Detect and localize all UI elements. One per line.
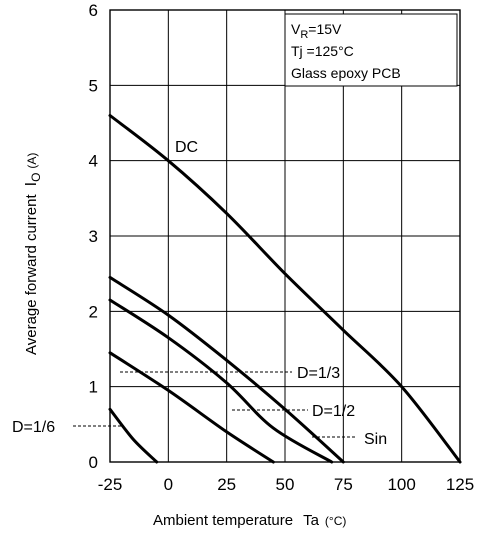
x-tick-label: 50: [276, 475, 295, 494]
plot-frame: [109, 9, 461, 463]
series-d-1-2-line: [108, 298, 334, 464]
series-sin-line: [108, 351, 275, 464]
x-tick-label: -25: [98, 475, 123, 494]
condition-pcb: Glass epoxy PCB: [291, 65, 401, 81]
condition-vr: VR=15V: [291, 21, 342, 41]
y-tick-label: 4: [89, 152, 98, 171]
y-tick-label: 2: [89, 302, 98, 321]
x-tick-label: 75: [334, 475, 353, 494]
leader-lines: [73, 371, 357, 438]
y-tick-label: 5: [89, 76, 98, 95]
label-d-1-3: D=1/3: [297, 365, 340, 382]
y-tick-label: 3: [89, 227, 98, 246]
condition-tj: Tj =125°C: [291, 43, 354, 59]
y-tick-label: 6: [89, 1, 98, 20]
label-sin: Sin: [364, 431, 387, 448]
series-dc-line: [108, 114, 462, 464]
x-tick-label: 25: [217, 475, 236, 494]
y-axis-title: Average forward currentIO(A): [23, 153, 43, 355]
y-tick-label: 0: [89, 453, 98, 472]
x-tick-label: 0: [164, 475, 173, 494]
series-d-1-3-line: [108, 275, 345, 464]
y-tick-label: 1: [89, 378, 98, 397]
series-d-1-6-line: [108, 407, 159, 464]
x-axis-title: Ambient temperature Ta (°C): [153, 512, 346, 529]
label-dc: DC: [175, 139, 198, 156]
label-d-1-6: D=1/6: [12, 419, 55, 436]
series-layer: [108, 114, 462, 464]
conditions-box: VR=15V Tj =125°C Glass epoxy PCB: [284, 13, 458, 87]
x-tick-label: 100: [387, 475, 415, 494]
label-d-1-2: D=1/2: [312, 403, 355, 420]
x-tick-label: 125: [446, 475, 474, 494]
